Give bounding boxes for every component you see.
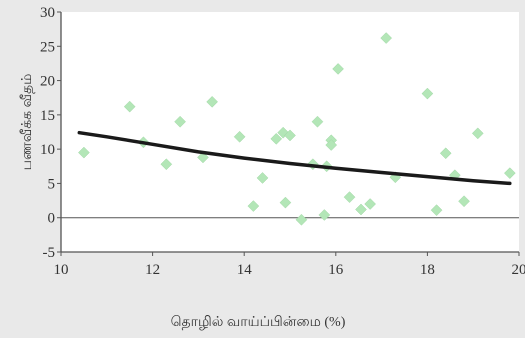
- y-tick-label: 10: [40, 142, 55, 158]
- x-tick-label: 18: [420, 262, 435, 278]
- y-tick-label: 5: [48, 176, 56, 192]
- y-tick-label: 15: [40, 108, 55, 124]
- x-tick-label: 12: [145, 262, 160, 278]
- y-tick-label: -5: [43, 245, 56, 261]
- y-axis-label: பணவீக்க வீதம்: [20, 74, 35, 171]
- y-tick-label: 20: [40, 74, 55, 90]
- y-tick-label: 25: [40, 39, 55, 55]
- x-tick-label: 10: [54, 262, 69, 278]
- y-tick-label: 0: [48, 211, 56, 227]
- x-tick-label: 16: [328, 262, 344, 278]
- x-tick-label: 20: [512, 262, 525, 278]
- x-tick-label: 14: [237, 262, 253, 278]
- y-tick-label: 30: [40, 5, 55, 21]
- x-axis-label: தொழில் வாய்ப்பின்மை (%): [171, 315, 346, 330]
